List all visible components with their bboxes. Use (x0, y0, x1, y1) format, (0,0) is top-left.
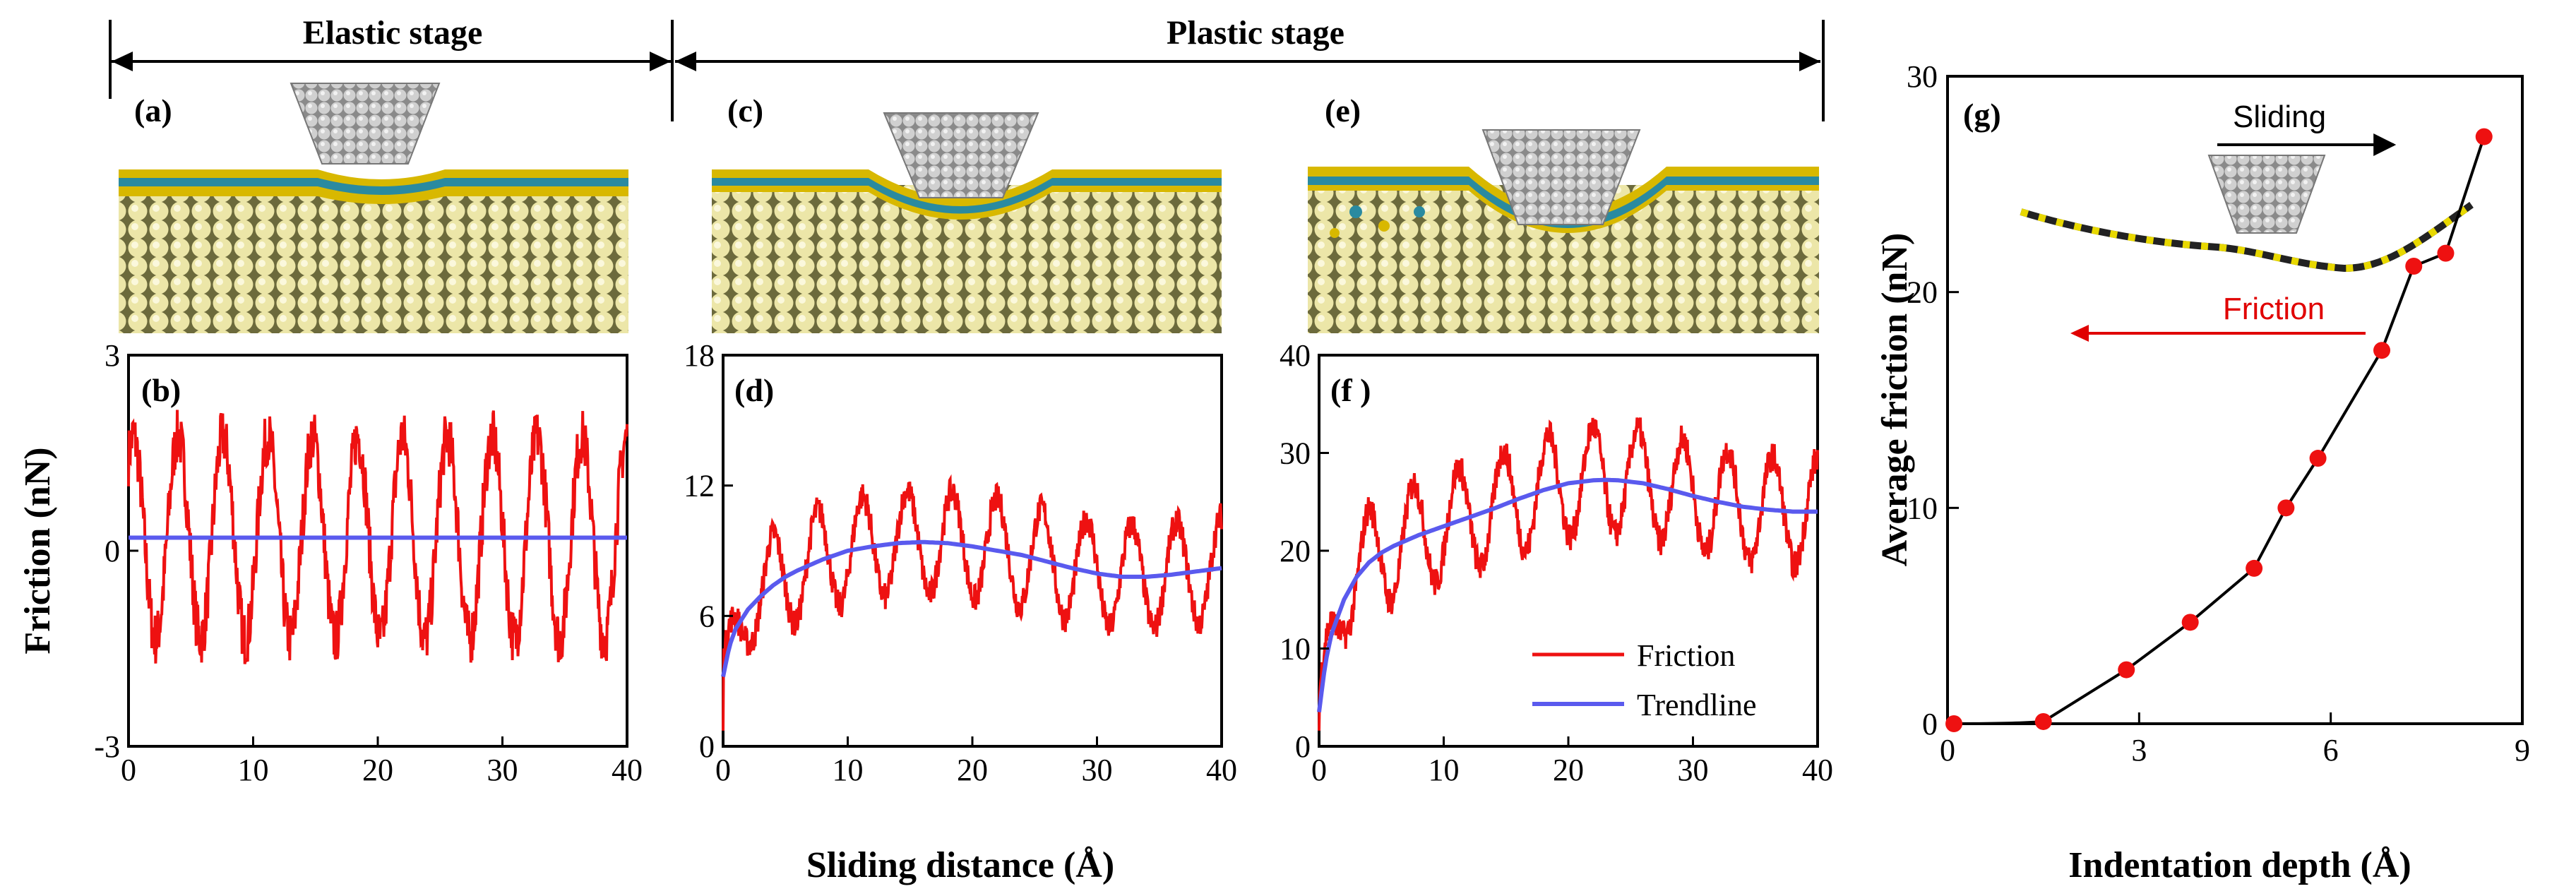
panel-label-d: (d) (734, 372, 774, 408)
y-tick-label-f: 20 (1280, 534, 1311, 568)
g-y-axis-title: Average friction (nN) (1875, 233, 1915, 567)
panel-label-f: (f ) (1330, 372, 1371, 408)
y-tick-label-f: 30 (1280, 436, 1311, 471)
data-point (2246, 559, 2263, 577)
data-point (1945, 715, 1963, 732)
x-tick-label-b: 30 (487, 753, 518, 787)
x-tick-label-b: 20 (362, 753, 393, 787)
panel-label-c: (c) (727, 92, 763, 129)
chart-f: (f ) 40 30 20 10 00 10 20 30 40 Friction Trendli… (1280, 338, 1833, 787)
x-tick-label-g: 0 (1940, 733, 1955, 767)
stage-header: Elastic stage Plastic stage (109, 14, 1825, 121)
data-point (2437, 244, 2455, 262)
x-tick-label-d: 10 (833, 753, 864, 787)
x-tick-label-f: 0 (1311, 753, 1327, 787)
y-tick-label-g: 0 (1922, 707, 1938, 741)
y-tick-label-g: 30 (1907, 59, 1938, 94)
avg-friction-line (1953, 136, 2486, 725)
x-tick-label-b: 40 (612, 753, 643, 787)
y-tick-label-d: 18 (684, 338, 715, 373)
x-tick-label-d: 0 (715, 753, 731, 787)
friction-line-d (722, 474, 1223, 731)
chart-b: (b) 30-30 10 20 30 40 (94, 338, 643, 787)
y-tick-label-g: 10 (1907, 491, 1938, 525)
data-point (2405, 257, 2423, 275)
g-x-axis-title: Indentation depth (Å) (2068, 845, 2411, 885)
legend-friction-label: Friction (1637, 638, 1735, 673)
panel-label-e: (e) (1325, 92, 1361, 129)
x-axis-title: Sliding distance (Å) (806, 845, 1114, 885)
y-tick-label-d: 6 (699, 599, 715, 633)
x-tick-label-b: 10 (238, 753, 269, 787)
x-tick-label-f: 30 (1678, 753, 1709, 787)
chart-d: (d) 18 12 6 00 10 20 30 40 (684, 338, 1237, 787)
x-tick-label-g: 6 (2323, 733, 2339, 767)
chart-g: (g) 30 20 10 00 3 6 9 Sliding Friction (1907, 59, 2530, 767)
y-tick-label-b: 0 (105, 534, 120, 568)
y-axis-title: Friction (nN) (18, 447, 58, 654)
x-tick-label-d: 40 (1206, 753, 1237, 787)
inset: Sliding Friction (2020, 100, 2474, 342)
panel-label-g: (g) (1963, 97, 2001, 133)
data-point (2309, 450, 2327, 467)
x-tick-label-d: 30 (1082, 753, 1113, 787)
snapshot-e: (e) (1308, 92, 1819, 333)
y-tick-label-g: 20 (1907, 275, 1938, 310)
data-point (2277, 499, 2295, 517)
data-point (2181, 614, 2199, 631)
friction-line-b (127, 410, 628, 664)
y-tick-label-b: -3 (94, 729, 120, 764)
panel-label-b: (b) (141, 372, 181, 408)
inset-friction-label: Friction (2223, 292, 2325, 326)
inset-sliding-label: Sliding (2233, 100, 2326, 134)
x-tick-label-f: 10 (1429, 753, 1460, 787)
trendline-f (1317, 477, 1818, 712)
legend: Friction Trendline (1532, 638, 1757, 722)
y-tick-label-d: 0 (699, 729, 715, 764)
y-tick-label-d: 12 (684, 469, 715, 503)
data-point (2373, 342, 2391, 359)
x-tick-label-f: 40 (1802, 753, 1833, 787)
y-tick-label-f: 40 (1280, 338, 1311, 373)
plastic-stage-label: Plastic stage (1167, 14, 1344, 52)
x-tick-label-f: 20 (1553, 753, 1584, 787)
x-tick-label-g: 3 (2131, 733, 2147, 767)
data-point (2475, 128, 2493, 145)
y-tick-label-f: 0 (1295, 729, 1311, 764)
y-tick-label-b: 3 (105, 338, 120, 373)
tip-icon (2207, 155, 2326, 234)
data-point (2118, 661, 2135, 679)
x-tick-label-g: 9 (2515, 733, 2530, 767)
snapshot-a: (a) (119, 83, 628, 333)
x-tick-label-d: 20 (957, 753, 988, 787)
panel-label-a: (a) (134, 92, 172, 129)
trendline-d (721, 539, 1222, 678)
y-tick-label-f: 10 (1280, 632, 1311, 667)
snapshot-c: (c) (712, 92, 1222, 333)
x-tick-label-b: 0 (121, 753, 136, 787)
data-point (2034, 712, 2052, 730)
legend-trendline-label: Trendline (1637, 688, 1757, 722)
elastic-stage-label: Elastic stage (303, 14, 483, 52)
friction-line-f (1318, 417, 1819, 731)
